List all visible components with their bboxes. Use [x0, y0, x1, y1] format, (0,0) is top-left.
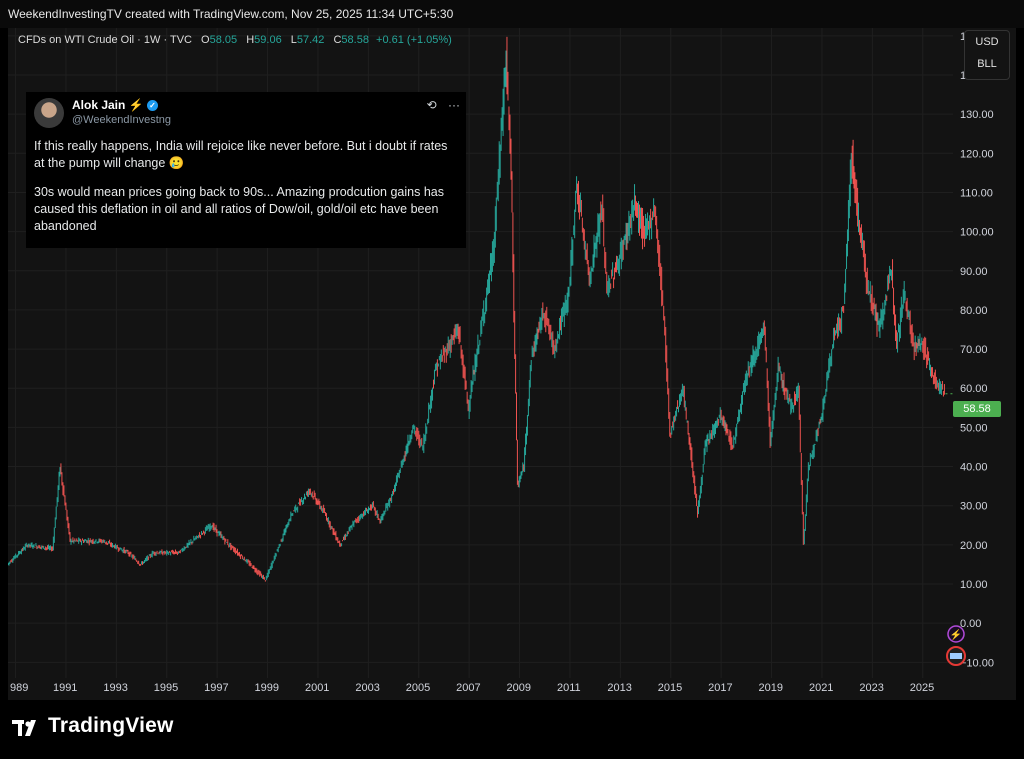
y-tick-label: 70.00 [960, 344, 988, 356]
lightning-alert-icon[interactable] [947, 625, 965, 643]
x-tick-label: 1995 [154, 682, 178, 694]
grok-icon: ⟲ [426, 98, 437, 112]
x-tick-label: 1997 [204, 682, 228, 694]
x-tick-label: 1991 [53, 682, 77, 694]
tradingview-logo-icon [12, 720, 36, 736]
tweet-paragraph: If this really happens, India will rejoi… [34, 139, 448, 170]
x-tick-label: 989 [10, 682, 28, 694]
close-label: C [333, 34, 342, 46]
x-tick-label: 2019 [759, 682, 783, 694]
y-tick-label: −10.00 [960, 657, 994, 669]
y-tick-label: 100.00 [960, 227, 994, 239]
y-tick-label: 80.00 [960, 305, 988, 317]
x-tick-label: 2017 [708, 682, 732, 694]
y-tick-label: 110.00 [960, 187, 993, 199]
low-value: 57.42 [296, 34, 325, 46]
embedded-tweet: Alok Jain ⚡ ✓ @WeekendInvestng ⟲ ··· If … [26, 92, 466, 248]
time-axis[interactable]: 989 1991 1993 1995 1997 1999 2001 2003 2005 2007 2… [10, 682, 934, 694]
close-value: 58.58 [341, 34, 369, 46]
y-tick-label: 130.00 [960, 109, 994, 121]
y-tick-label: 90.00 [960, 266, 988, 278]
chart-panel[interactable]: 150.00140.00130.00120.00110.00100.0090.0… [8, 28, 1016, 700]
more-icon: ··· [448, 98, 460, 112]
x-tick-label: 2015 [658, 682, 682, 694]
currency-unit-selector[interactable]: USD BLL [964, 30, 1010, 80]
x-tick-label: 2007 [456, 682, 480, 694]
tweet-icons: ⟲ ··· [427, 98, 460, 112]
flag-glyph [950, 653, 962, 659]
bolt-icon: ⚡ [128, 98, 144, 112]
credit-bar: WeekendInvestingTV created with TradingV… [0, 0, 1024, 28]
author-name: Alok Jain [72, 98, 126, 112]
tweet-paragraph: 30s would mean prices going back to 90s.… [34, 185, 444, 233]
x-tick-label: 2003 [355, 682, 379, 694]
footer: TradingView [0, 700, 1024, 759]
currency-label[interactable]: USD [975, 36, 999, 48]
credit-text: WeekendInvestingTV created with TradingV… [8, 7, 454, 21]
x-tick-label: 1993 [103, 682, 127, 694]
tradingview-brand: TradingView [48, 714, 174, 737]
y-tick-label: 50.00 [960, 422, 988, 434]
open-label: O [201, 34, 210, 46]
avatar [34, 98, 64, 128]
unit-label[interactable]: BLL [977, 58, 997, 70]
tweet-body: If this really happens, India will rejoi… [34, 138, 458, 247]
y-tick-label: 10.00 [960, 579, 988, 591]
open-value: 58.05 [209, 34, 238, 46]
change-value: +0.61 (+1.05%) [376, 34, 452, 46]
symbol-legend[interactable]: CFDs on WTI Crude Oil · 1W · TVC O58.05 … [18, 34, 452, 46]
last-price-tag: 58.58 [953, 401, 1001, 417]
author-handle: @WeekendInvestng [72, 114, 172, 126]
horizontal-gridlines [8, 35, 953, 663]
x-tick-label: 2009 [507, 682, 531, 694]
y-tick-label: 20.00 [960, 540, 988, 552]
tweet-author: Alok Jain ⚡ ✓ [72, 98, 158, 112]
high-label: H [246, 34, 255, 46]
y-tick-label: 60.00 [960, 383, 988, 395]
x-tick-label: 2005 [406, 682, 430, 694]
x-tick-label: 2001 [305, 682, 329, 694]
symbol-name[interactable]: CFDs on WTI Crude Oil · 1W · TVC [18, 34, 192, 46]
price-axis[interactable]: 150.00140.00130.00120.00110.00100.0090.0… [960, 31, 994, 670]
chart-side-icons[interactable]: ⚡ [946, 624, 966, 668]
x-tick-label: 1999 [255, 682, 279, 694]
x-tick-label: 2013 [607, 682, 631, 694]
x-tick-label: 2023 [859, 682, 883, 694]
y-tick-label: 0.00 [960, 618, 981, 630]
x-tick-label: 2021 [809, 682, 833, 694]
y-tick-label: 40.00 [960, 462, 988, 474]
low-label: L [290, 34, 297, 46]
price-series [8, 36, 953, 582]
x-tick-label: 2011 [557, 682, 581, 694]
y-tick-label: 120.00 [960, 148, 994, 160]
lightning-glyph: ⚡ [950, 628, 962, 641]
x-tick-label: 2025 [910, 682, 934, 694]
verified-icon: ✓ [147, 100, 158, 112]
y-tick-label: 30.00 [960, 501, 988, 513]
high-value: 59.06 [254, 34, 282, 46]
